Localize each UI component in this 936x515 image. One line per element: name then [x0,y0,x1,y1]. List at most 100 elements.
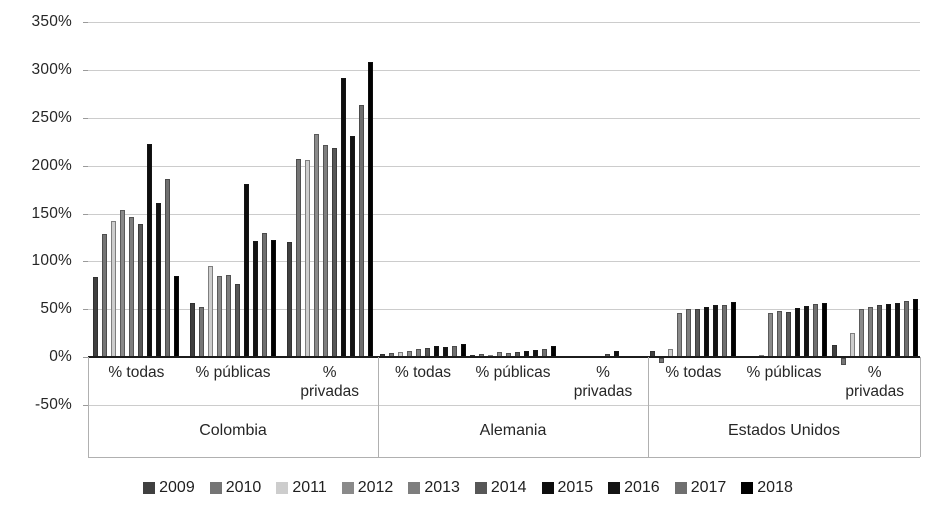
bar-colombia-públicas-2017 [262,233,267,358]
bar-colombia-privadas-2012 [314,134,319,358]
legend-swatch-2017 [674,482,687,494]
legend-label: 2014 [490,479,527,496]
y-axis-tick [83,405,88,406]
bar-colombia-todas-2014 [138,224,143,358]
bar-colombia-todas-2015 [147,144,152,358]
section-divider [378,357,379,457]
bar-estados-unidos-públicas-2014 [786,312,791,358]
group-label: % públicas [475,364,551,382]
bar-estados-unidos-todas-2012 [677,313,682,358]
legend-label: 2011 [292,479,327,496]
group-label: % privadas [845,364,904,401]
bar-estados-unidos-públicas-2015 [795,308,800,358]
y-axis-tick [83,357,88,359]
country-label: Colombia [199,422,267,439]
bar-estados-unidos-públicas-2012 [768,313,773,358]
legend-swatch-2010 [209,482,222,494]
y-axis-tick-label: 350% [31,13,72,30]
legend-item-2010: 2010 [209,479,261,497]
y-axis-tick-label: -50% [35,396,72,413]
y-axis-tick-label: 150% [31,204,72,222]
bar-estados-unidos-privadas-2013 [868,307,873,358]
bar-colombia-todas-2009 [93,277,98,358]
group-label: % públicas [746,364,822,382]
legend-item-2009: 2009 [143,479,195,497]
legend-swatch-2013 [408,482,421,494]
group-label: % públicas [195,364,271,382]
bar-estados-unidos-todas-2013 [686,309,691,358]
y-axis-tick [83,22,88,23]
legend-item-2016: 2016 [608,479,660,497]
group-label: % todas [108,364,165,382]
bar-estados-unidos-públicas-2017 [813,304,818,358]
bar-estados-unidos-todas-2015 [704,307,709,358]
gridline [88,165,920,167]
legend-item-2015: 2015 [541,479,594,497]
legend-label: 2015 [557,479,594,496]
bar-colombia-privadas-2010 [296,159,301,358]
legend-swatch-2014 [474,482,487,494]
y-axis-tick-label: 50% [40,300,72,318]
bar-colombia-todas-2012 [120,210,125,358]
gridline [88,117,920,119]
legend-label: 2012 [357,479,394,496]
bar-estados-unidos-todas-2018 [731,302,736,358]
bar-colombia-públicas-2015 [244,184,249,358]
bar-estados-unidos-privadas-2011 [850,333,855,358]
gridline [88,261,920,263]
bar-estados-unidos-todas-2010 [659,358,664,364]
bar-estados-unidos-públicas-2013 [777,311,782,358]
group-label: % todas [394,364,451,382]
bar-estados-unidos-privadas-2010 [841,358,846,366]
bar-colombia-privadas-2015 [341,78,346,358]
legend-item-2017: 2017 [674,479,727,497]
group-label: % todas [665,364,722,382]
bar-colombia-públicas-2009 [190,303,195,358]
legend-swatch-2009 [143,482,156,494]
section-divider [88,357,89,457]
y-axis-tick-label: 0% [49,348,72,366]
bar-estados-unidos-privadas-2018 [913,299,918,358]
legend-item-2014: 2014 [474,479,527,497]
bar-estados-unidos-privadas-2017 [904,301,909,358]
bar-colombia-todas-2018 [174,276,179,358]
bar-estados-unidos-privadas-2012 [859,309,864,358]
legend-item-2018: 2018 [741,479,793,497]
bar-colombia-privadas-2017 [359,105,364,358]
gridline [88,309,920,311]
group-label: % privadas [300,364,359,401]
bar-estados-unidos-privadas-2016 [895,303,900,358]
bar-colombia-públicas-2016 [253,241,258,358]
bar-colombia-todas-2010 [102,234,107,358]
bar-colombia-privadas-2011 [305,160,310,358]
y-axis-tick [83,69,88,71]
legend-label: 2013 [424,479,460,496]
legend-item-2011: 2011 [276,479,327,497]
chart-legend: 2009 2010 2011 2012 2013 2014 2015 2016 2017 2018 [0,476,936,500]
legend-swatch-2016 [608,482,621,494]
legend-swatch-2018 [741,482,754,494]
bar-estados-unidos-públicas-2018 [822,303,827,358]
bar-estados-unidos-todas-2014 [695,309,700,358]
gridline [88,22,920,23]
label-box-bottom-border [88,457,920,458]
bar-colombia-todas-2013 [129,217,134,358]
group-label: % privadas [573,364,633,401]
bar-colombia-públicas-2012 [217,276,222,358]
bar-colombia-públicas-2014 [235,284,240,358]
y-axis-tick-label: 200% [31,156,72,174]
legend-swatch-2012 [341,482,354,494]
bar-colombia-todas-2011 [111,221,116,358]
y-axis-tick-label: 300% [31,60,72,78]
y-axis-tick [83,165,88,167]
legend-swatch-2011 [276,482,289,494]
country-label: Estados Unidos [727,422,841,439]
bar-colombia-públicas-2013 [226,275,231,358]
y-axis-tick-label: 100% [31,252,72,270]
legend-label: 2017 [690,479,727,496]
y-axis-tick-label: 250% [31,108,72,126]
gridline [88,405,920,406]
bar-colombia-privadas-2016 [350,136,355,358]
bar-colombia-todas-2017 [165,179,170,358]
